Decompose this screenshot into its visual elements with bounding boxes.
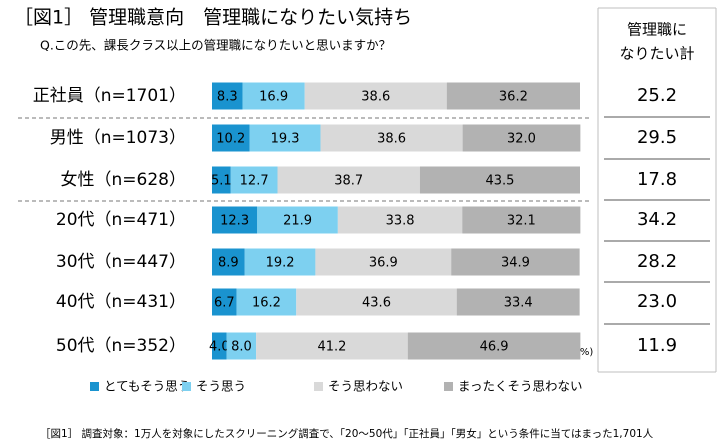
bar-segment <box>304 82 447 110</box>
bar-segment <box>456 288 580 316</box>
legend-label: とてもそう思う <box>104 379 190 394</box>
bar-segment <box>244 248 316 276</box>
bar-segment <box>212 206 258 234</box>
total-value: 23.0 <box>637 291 677 312</box>
value-label: 16.9 <box>259 90 288 105</box>
value-label: 41.2 <box>317 340 346 355</box>
category-label: 50代（n=352） <box>56 336 186 356</box>
bar-segment <box>257 206 338 234</box>
value-label: 12.7 <box>240 174 269 189</box>
category-label: 30代（n=447） <box>56 252 186 272</box>
category-label: 20代（n=471） <box>56 210 186 230</box>
total-value: 34.2 <box>637 209 677 230</box>
legend-swatch <box>182 382 191 391</box>
value-label: 46.9 <box>480 340 509 355</box>
value-label: 16.2 <box>252 296 281 311</box>
total-value: 17.8 <box>637 169 677 190</box>
total-value: 29.5 <box>637 127 677 148</box>
bar-segment <box>212 124 250 152</box>
chart-subtitle: Q.この先、課長クラス以上の管理職になりたいと思いますか？ <box>40 38 391 53</box>
totals-header: なりたい計 <box>619 45 694 63</box>
bar-segment <box>462 124 581 152</box>
value-label: 32.1 <box>507 214 536 229</box>
value-label: 33.8 <box>386 214 415 229</box>
unit-label: (%) <box>576 347 593 358</box>
bar-segment <box>337 206 463 234</box>
value-label: 8.9 <box>218 256 239 271</box>
bar-segment <box>212 332 227 360</box>
legend-swatch <box>90 382 99 391</box>
category-label: 正社員（n=1701） <box>33 86 186 106</box>
category-label: 男性（n=1073） <box>50 128 186 148</box>
value-label: 21.9 <box>283 214 312 229</box>
value-label: 32.0 <box>507 132 536 147</box>
value-label: 6.7 <box>214 296 235 311</box>
bar-segment <box>462 206 581 234</box>
bar-segment <box>212 288 237 316</box>
bar-segment <box>242 82 305 110</box>
value-label: 38.7 <box>334 174 363 189</box>
total-value: 25.2 <box>637 85 677 106</box>
bar-segment <box>419 166 580 194</box>
value-label: 19.3 <box>271 132 300 147</box>
total-value: 28.2 <box>637 251 677 272</box>
value-label: 36.9 <box>369 256 398 271</box>
bar-segment <box>277 166 420 194</box>
value-label: 4.0 <box>209 340 230 355</box>
value-label: 12.3 <box>220 214 249 229</box>
legend-swatch <box>444 382 453 391</box>
chart-title: ［図1］ 管理職意向 管理職になりたい気持ち <box>14 7 412 29</box>
bar-segment <box>212 82 243 110</box>
value-label: 19.2 <box>266 256 295 271</box>
bar-segment <box>212 166 231 194</box>
bar-segment <box>407 332 581 360</box>
value-label: 38.6 <box>361 90 390 105</box>
value-label: 36.2 <box>499 90 528 105</box>
category-label: 女性（n=628） <box>61 170 186 190</box>
bar-segment <box>446 82 580 110</box>
value-label: 38.6 <box>377 132 406 147</box>
bar-segment <box>256 332 408 360</box>
category-label: 40代（n=431） <box>56 292 186 312</box>
legend-label: そう思わない <box>328 379 403 394</box>
bar-segment <box>212 248 245 276</box>
legend-swatch <box>314 382 323 391</box>
bar-segment <box>315 248 452 276</box>
legend-label: そう思う <box>196 379 246 394</box>
bar-segment <box>230 166 278 194</box>
value-label: 43.6 <box>362 296 391 311</box>
value-label: 10.2 <box>216 132 245 147</box>
value-label: 8.3 <box>217 90 238 105</box>
value-label: 33.4 <box>504 296 533 311</box>
value-label: 34.9 <box>501 256 530 271</box>
totals-header: 管理職に <box>627 21 687 39</box>
bar-segment <box>226 332 257 360</box>
bar-segment <box>320 124 463 152</box>
bar-segment <box>451 248 580 276</box>
bar-segment <box>296 288 457 316</box>
footnote: ［図1］ 調査対象：1万人を対象にしたスクリーニング調査で、「20～50代」「正… <box>40 427 654 440</box>
total-value: 11.9 <box>637 335 677 356</box>
value-label: 5.1 <box>211 174 232 189</box>
value-label: 8.0 <box>231 340 252 355</box>
legend-label: まったくそう思わない <box>458 379 583 394</box>
value-label: 43.5 <box>485 174 514 189</box>
bar-segment <box>249 124 321 152</box>
bar-segment <box>236 288 297 316</box>
